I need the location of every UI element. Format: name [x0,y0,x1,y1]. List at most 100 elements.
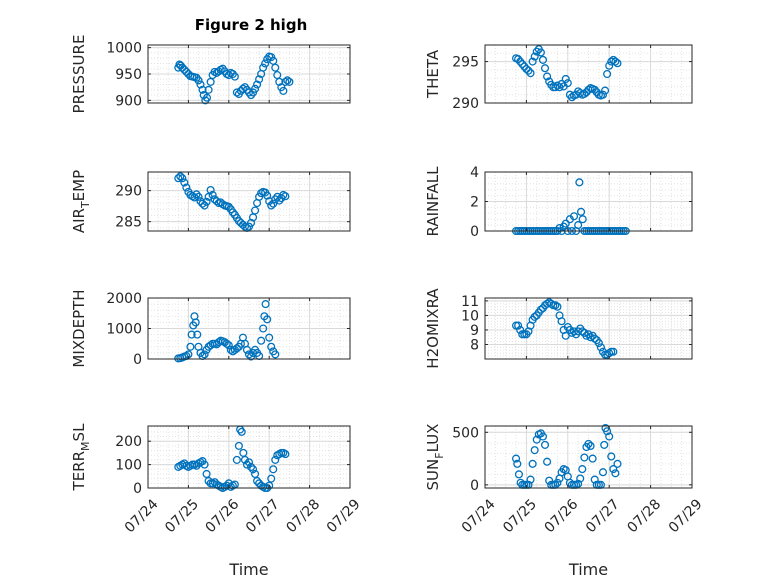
data-point [580,89,589,98]
data-point [600,440,609,449]
data-point [613,459,622,468]
data-point [586,441,595,451]
data-point [202,197,211,206]
data-point [242,460,252,469]
y-tick-label: 0 [470,224,479,240]
y-tick-label: 0 [133,352,142,368]
data-point [269,199,278,208]
y-tick-label: 2 [470,195,479,211]
data-point [516,57,525,66]
data-point [532,47,541,56]
data-point [281,450,290,459]
data-point [609,347,618,356]
data-point [576,207,586,216]
data-point [540,440,550,449]
data-point [561,74,570,84]
axes-box [147,425,351,489]
data-point [174,174,183,183]
y-tick-label: 4 [470,165,479,181]
data-point [514,470,523,479]
data-point [187,330,196,339]
data-point [182,67,191,76]
data-point [275,196,284,205]
data-point [538,55,548,64]
data-point [184,69,193,79]
data-point [208,190,217,200]
data-point [603,427,612,436]
data-point [178,63,187,72]
data-point [259,324,268,333]
data-point [222,481,231,490]
data-point [543,457,552,466]
data-point [526,69,535,78]
data-point [214,338,223,347]
data-point [232,88,241,97]
data-point [198,199,207,208]
data-point [590,85,599,94]
data-point [224,341,233,350]
data-point [271,63,280,72]
data-point [563,79,572,88]
subplot-2: 290 295 THETA [424,44,693,112]
data-point [244,458,254,467]
data-point [267,342,276,351]
data-point [232,344,241,353]
data-point [607,452,616,461]
data-point [240,455,250,464]
data-point [611,469,620,478]
x-axis-label: Time [568,560,608,579]
data-point [582,88,591,97]
data-point [255,75,264,84]
data-point [536,305,545,314]
data-point [514,55,523,64]
data-point [590,475,599,484]
data-point [267,201,276,210]
data-point [603,69,612,79]
data-point [594,338,603,348]
marker-series [511,298,618,359]
data-point [200,350,209,359]
data-point [569,212,579,221]
data-point [265,333,274,342]
data-point [192,190,201,199]
data-point [191,318,200,327]
y-axis-label: H2OMIXRA [424,288,442,369]
data-point [561,219,570,228]
data-point [193,330,202,339]
data-point [551,301,560,310]
data-point [232,455,241,464]
data-point [224,202,233,211]
data-point [590,334,599,343]
data-point [251,84,260,93]
data-point [605,432,614,441]
data-point [186,342,195,351]
data-point [530,52,539,61]
data-point [574,479,583,488]
data-point [253,80,262,89]
data-point [263,315,272,324]
data-point [214,67,223,76]
data-point [230,72,239,81]
data-point [182,183,191,192]
data-point [206,185,215,195]
data-point [553,478,562,487]
data-point [281,192,290,201]
y-tick-label: 500 [452,425,479,441]
y-axis-label: RAINFALL [424,166,442,237]
marker-series [511,45,622,102]
data-point [596,343,605,352]
data-point [281,77,290,86]
data-point [580,453,589,462]
data-point [251,206,260,215]
data-point [259,63,268,72]
data-point [536,48,545,57]
data-point [538,432,548,441]
data-point [261,300,270,309]
y-tick-label: 0 [133,481,142,497]
data-point [522,64,531,74]
data-point [543,72,552,81]
subplot-1: 900 950 1000 PRESSURE [70,35,351,113]
data-point [513,459,522,468]
data-point [526,475,535,484]
